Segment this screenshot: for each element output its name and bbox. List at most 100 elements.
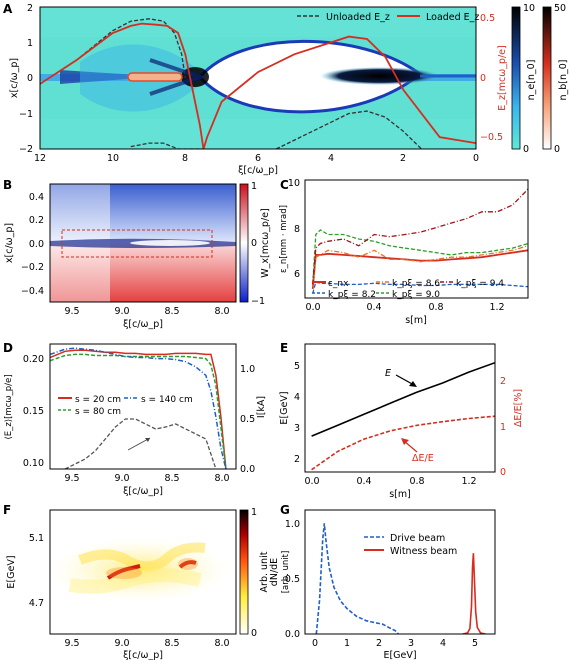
panel-e-frame xyxy=(304,343,496,473)
panel-a-density-map xyxy=(40,7,476,149)
a-ytick: −1 xyxy=(19,109,33,120)
f-ytick: 5.1 xyxy=(29,533,44,544)
panel-f-ylabel: E[GeV] xyxy=(6,555,17,588)
b-ytick: −0.4 xyxy=(21,286,44,297)
panel-f-heatmap xyxy=(50,510,236,634)
a-xtick: 2 xyxy=(400,153,406,164)
legend-86: k_pξ = 8.6 xyxy=(392,279,440,289)
panel-a-ylabel: x[c/ω_p] xyxy=(9,58,20,98)
series-line-unloaded-e-z-right- xyxy=(275,110,422,149)
panel-g-ylabel-2: [arb. unit] xyxy=(281,551,291,594)
e-annot-dE: ΔE/E xyxy=(412,453,434,464)
legend-drive: Drive beam xyxy=(390,533,445,544)
panel-a-legend: Unloaded E_z Loaded E_z xyxy=(297,12,479,23)
a-y2tick: 0.5 xyxy=(480,13,495,24)
panel-d-ylabel: ⟨E_z⟩[mcω_p/e] xyxy=(4,374,14,439)
panel-a-lines xyxy=(40,18,476,149)
panel-d-xlabel: ξ[c/ω_p] xyxy=(123,486,163,497)
panel-g: G 0 1 2 3 4 5 E[GeV] 0.0 0.5 1.0 dN/dE [… xyxy=(269,503,496,660)
cb-nb-min: 0 xyxy=(554,144,560,155)
panel-c-xlabel: s[m] xyxy=(405,315,427,326)
colorbar-wx xyxy=(239,183,249,303)
d-xtick: 9.0 xyxy=(114,473,129,484)
panel-b-heatmap xyxy=(50,184,236,302)
panel-a-frame xyxy=(39,6,477,150)
series-line-unloaded-e-z-second-bucket- xyxy=(130,142,204,149)
a-ytick: −2 xyxy=(19,144,33,155)
e-xtick: 0.8 xyxy=(409,476,424,487)
panel-e-letter: E xyxy=(280,341,288,355)
panel-d-legend: s = 20 cm s = 80 cm s = 140 cm xyxy=(58,395,193,417)
d-xtick: 8.0 xyxy=(214,473,229,484)
cb-wx-tick: 1 xyxy=(251,181,257,192)
cb-f-label: Arb. unit xyxy=(259,551,270,592)
cb-f-tick: 1 xyxy=(251,507,257,518)
d-series-line-1 xyxy=(50,353,227,469)
c-series-line-4 xyxy=(312,188,528,285)
cb-f-tick: 0 xyxy=(251,628,257,639)
panel-d: D 9.5 9.0 8.5 8.0 ξ[c/ω_p] 0.10 0.15 0.2… xyxy=(3,341,267,497)
g-ytick: 0.5 xyxy=(285,574,300,585)
b-xtick: 8.0 xyxy=(214,306,229,317)
d-y2tick: 0.5 xyxy=(240,414,255,425)
c-series-line-3 xyxy=(312,229,528,285)
panel-e-y2label: ΔE/E[%] xyxy=(513,389,524,427)
panel-b-frame xyxy=(49,183,237,303)
panel-a-y2ticks: 0.5 0 −0.5 xyxy=(480,13,503,143)
a-xtick: 4 xyxy=(328,153,334,164)
e-arrow-E xyxy=(395,374,415,386)
cb-nb-label: n_b[n_0] xyxy=(558,59,569,100)
a-xtick: 12 xyxy=(34,153,46,164)
legend-unloaded: Unloaded E_z xyxy=(326,12,390,23)
b-xtick: 9.5 xyxy=(64,306,79,317)
e-ytick: 5 xyxy=(294,361,300,372)
cb-wx-label: W_x[mcω_p/e] xyxy=(260,208,271,277)
panel-g-letter: G xyxy=(280,503,290,517)
panel-d-plot xyxy=(50,347,227,469)
c-ytick: 6 xyxy=(294,269,300,280)
panel-b: B 9.5 9.0 8.5 8.0 ξ[c/ω_p] −0.4 −0.2 0.0… xyxy=(3,178,271,330)
g-xtick: 2 xyxy=(376,638,382,649)
a-ytick: 2 xyxy=(27,3,33,14)
f-xtick: 8.0 xyxy=(214,638,229,649)
d-arrow xyxy=(127,437,151,451)
cb-ne-label: n_e[n_0] xyxy=(526,60,537,101)
cb-ne-min: 0 xyxy=(523,144,529,155)
e-xtick: 1.2 xyxy=(461,476,476,487)
a-xtick: 6 xyxy=(255,153,261,164)
panel-e-plot xyxy=(311,361,495,471)
legend-loaded: Loaded E_z xyxy=(426,12,479,23)
c-xtick: 0.8 xyxy=(428,302,443,313)
e-y2tick: 2 xyxy=(500,376,506,387)
g-xtick: 5 xyxy=(472,638,478,649)
b-xtick: 9.0 xyxy=(114,306,129,317)
panel-f-xlabel: ξ[c/ω_p] xyxy=(123,650,163,660)
panel-a-xticks: 12 10 8 6 4 2 0 xyxy=(34,153,479,164)
panel-a-y2label: E_z[mcω_p/e] xyxy=(497,45,508,110)
legend-94: k_pξ = 9.4 xyxy=(456,279,504,289)
g-xtick: 4 xyxy=(440,638,446,649)
panel-f-frame xyxy=(49,509,237,635)
e-ytick: 3 xyxy=(294,423,300,434)
a-xtick: 0 xyxy=(473,153,479,164)
cb-ne-max: 10 xyxy=(523,3,535,14)
colorbar-f xyxy=(239,509,249,635)
panel-g-xlabel: E[GeV] xyxy=(383,650,416,660)
c-series-line-0 xyxy=(311,249,528,289)
f-xtick: 9.0 xyxy=(114,638,129,649)
e-series-line-1 xyxy=(311,415,495,471)
e-arrow-E-head xyxy=(409,381,417,387)
legend-20: s = 20 cm xyxy=(75,395,121,405)
panel-c: C 0.0 0.4 0.8 1.2 s[m] 6 8 10 ε_n[mm · m… xyxy=(279,178,529,326)
panel-e-ylabel: E[GeV] xyxy=(279,391,290,424)
a-ytick: 0 xyxy=(27,73,33,84)
panel-a: A 12 10 8 6 xyxy=(3,2,569,176)
c-ytick: 10 xyxy=(288,178,300,189)
cb-nb-max: 50 xyxy=(554,3,566,14)
panel-d-frame xyxy=(49,343,237,470)
panel-g-legend: Drive beam Witness beam xyxy=(364,533,457,557)
d-xtick: 8.5 xyxy=(164,473,179,484)
b-ytick: 0.0 xyxy=(29,239,44,250)
e-series-line-0 xyxy=(311,361,495,437)
